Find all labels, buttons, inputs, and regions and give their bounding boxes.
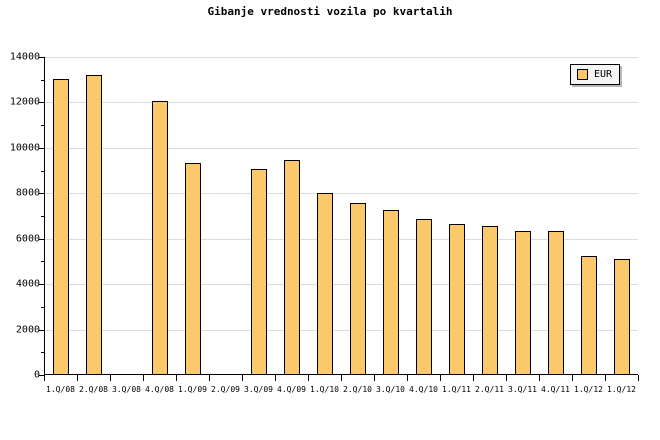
x-axis-tick-label: 1.Q/12 xyxy=(574,385,603,394)
y-axis-minor-tick xyxy=(41,216,45,217)
x-axis-tick-label: 3.Q/08 xyxy=(112,385,141,394)
bar xyxy=(250,169,267,375)
gridline xyxy=(45,57,638,58)
x-axis-tick xyxy=(143,375,144,381)
y-axis-tick-label: 12000 xyxy=(9,96,40,108)
x-axis-tick xyxy=(605,375,606,381)
y-axis-tick xyxy=(39,193,45,195)
bar xyxy=(448,223,465,375)
y-axis-tick xyxy=(39,147,45,149)
bar xyxy=(514,231,531,375)
x-axis-tick xyxy=(110,375,111,381)
x-axis-tick xyxy=(407,375,408,381)
y-axis-tick-label: 0 xyxy=(33,369,40,381)
y-axis-tick xyxy=(39,284,45,286)
y-axis-tick-label: 4000 xyxy=(15,278,40,290)
x-axis-tick xyxy=(77,375,78,381)
x-axis-tick xyxy=(440,375,441,381)
x-axis-tick-label: 2.Q/08 xyxy=(79,385,108,394)
gridline xyxy=(45,238,638,240)
y-axis-tick-label: 8000 xyxy=(15,187,40,199)
y-axis-ticks xyxy=(38,57,45,376)
bar xyxy=(184,163,201,375)
legend-swatch-eur xyxy=(577,69,588,80)
x-axis-tick-label: 1.Q/10 xyxy=(310,385,339,394)
y-axis-tick-label: 6000 xyxy=(15,233,40,245)
x-axis-tick xyxy=(374,375,375,381)
y-axis-minor-tick xyxy=(41,125,45,127)
y-axis-tick-label: 2000 xyxy=(15,324,40,336)
legend-label-eur: EUR xyxy=(594,69,613,80)
gridline xyxy=(45,193,638,195)
bar xyxy=(382,209,399,375)
chart-title: Gibanje vrednosti vozila po kvartalih xyxy=(207,5,453,18)
y-axis-tick xyxy=(39,102,45,104)
x-axis-tick xyxy=(209,375,210,381)
y-axis-tick xyxy=(39,329,45,331)
x-axis-tick-label: 1.Q/12 xyxy=(607,385,636,394)
x-axis-tick-label: 2.Q/09 xyxy=(211,385,240,394)
x-axis-tick-label: 4.Q/10 xyxy=(409,385,438,394)
bar xyxy=(316,193,333,375)
bar xyxy=(151,101,168,375)
bar xyxy=(481,226,498,375)
y-axis-tick xyxy=(39,375,45,376)
x-axis-tick-label: 3.Q/11 xyxy=(508,385,537,394)
x-axis-tick-label: 2.Q/11 xyxy=(475,385,504,394)
x-axis-tick xyxy=(44,375,45,381)
bar xyxy=(415,218,432,375)
x-axis-tick-label: 4.Q/09 xyxy=(277,385,306,394)
bar xyxy=(52,79,69,375)
y-axis-tick-label: 14000 xyxy=(9,51,40,63)
y-axis-tick-label: 10000 xyxy=(9,142,40,154)
y-axis-tick xyxy=(39,238,45,240)
x-axis-tick-label: 3.Q/10 xyxy=(376,385,405,394)
gridline xyxy=(45,329,638,331)
legend: EUR xyxy=(570,64,621,85)
x-axis-tick-label: 3.Q/09 xyxy=(244,385,273,394)
x-axis-tick xyxy=(275,375,276,381)
bar xyxy=(580,255,597,375)
bar xyxy=(283,159,300,375)
gridline xyxy=(45,102,638,104)
x-axis-tick xyxy=(638,375,639,381)
plot-area xyxy=(44,57,638,375)
y-axis-minor-tick xyxy=(41,261,45,263)
x-axis-tick xyxy=(176,375,177,381)
x-axis-tick-label: 2.Q/10 xyxy=(343,385,372,394)
x-axis-tick-label: 4.Q/08 xyxy=(145,385,174,394)
x-axis-tick xyxy=(308,375,309,381)
bar xyxy=(85,74,102,375)
y-axis-minor-tick xyxy=(41,352,45,354)
x-axis-tick xyxy=(506,375,507,381)
gridline xyxy=(45,147,638,149)
x-axis-tick xyxy=(572,375,573,381)
bar xyxy=(547,231,564,375)
x-axis-tick-label: 1.Q/08 xyxy=(46,385,75,394)
bar xyxy=(349,202,366,375)
x-axis-ticks xyxy=(44,375,639,382)
bar-series-eur xyxy=(44,57,638,375)
x-axis-tick xyxy=(242,375,243,381)
x-axis-tick xyxy=(473,375,474,381)
y-axis-minor-tick xyxy=(41,170,45,172)
y-axis-minor-tick xyxy=(41,79,45,81)
x-axis-tick-label: 4.Q/11 xyxy=(541,385,570,394)
x-axis-tick xyxy=(539,375,540,381)
y-axis-minor-tick xyxy=(41,306,45,308)
y-axis-tick xyxy=(39,57,45,58)
gridline xyxy=(45,284,638,286)
bar xyxy=(613,258,630,375)
x-axis-tick-label: 1.Q/09 xyxy=(178,385,207,394)
y-axis: 0 2000 4000 6000 8000 10000 12000 14000 xyxy=(0,52,40,381)
x-axis-tick-label: 1.Q/11 xyxy=(442,385,471,394)
x-axis: 1.Q/08 2.Q/08 3.Q/08 4.Q/08 1.Q/09 2.Q/09 3.Q/… xyxy=(44,385,638,399)
x-axis-tick xyxy=(341,375,342,381)
